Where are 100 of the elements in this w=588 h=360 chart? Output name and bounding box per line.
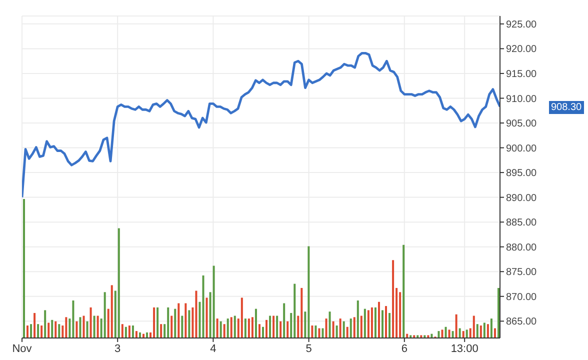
bar xyxy=(170,316,173,338)
bar xyxy=(346,326,348,338)
bar xyxy=(230,317,232,338)
bar xyxy=(466,330,468,338)
bar xyxy=(385,306,388,338)
bar xyxy=(216,318,218,338)
bar xyxy=(138,332,141,338)
bar xyxy=(178,303,180,338)
bar xyxy=(23,199,25,338)
bar xyxy=(494,328,496,338)
bar xyxy=(34,312,36,338)
bar xyxy=(353,317,356,338)
bar xyxy=(448,330,450,338)
bar xyxy=(79,317,82,338)
bar xyxy=(76,321,78,338)
bar xyxy=(280,321,282,338)
bar xyxy=(266,320,268,338)
bar xyxy=(402,244,405,338)
y-tick-label: 880.00 xyxy=(506,242,538,254)
bar xyxy=(44,310,46,338)
x-tick-label: 3 xyxy=(114,342,121,355)
bar xyxy=(420,335,422,338)
y-tick-label: 865.00 xyxy=(506,316,538,328)
bar xyxy=(30,324,32,338)
bar xyxy=(104,292,106,338)
y-tick-label: 890.00 xyxy=(506,192,538,204)
bar xyxy=(438,331,440,338)
bar xyxy=(188,310,190,338)
bar xyxy=(90,307,92,338)
bar xyxy=(181,316,184,338)
bar xyxy=(311,325,314,338)
bar xyxy=(300,288,303,338)
bar xyxy=(328,312,331,338)
bar xyxy=(350,318,352,338)
bar xyxy=(160,324,162,338)
y-tick-label: 905.00 xyxy=(506,118,538,130)
bar xyxy=(248,318,250,338)
bar xyxy=(65,317,68,338)
bar xyxy=(86,321,88,338)
bar xyxy=(399,292,402,338)
bar xyxy=(416,335,419,338)
bar xyxy=(72,300,74,338)
x-tick-label: 13:00 xyxy=(450,342,478,355)
bar xyxy=(212,266,215,338)
bar xyxy=(54,321,57,338)
bar xyxy=(118,228,120,338)
bar xyxy=(258,324,260,338)
y-tick-label: 910.00 xyxy=(506,94,538,105)
x-tick-label: 5 xyxy=(306,342,312,355)
bar xyxy=(269,316,272,338)
bar xyxy=(342,321,345,338)
y-tick-label: 900.00 xyxy=(506,143,538,154)
bar xyxy=(276,316,278,338)
bar xyxy=(283,303,286,338)
bar xyxy=(244,318,246,338)
text: 908.30 xyxy=(549,100,584,114)
bar xyxy=(195,290,198,338)
bar xyxy=(294,284,296,338)
bar xyxy=(206,298,208,338)
y-tick-label: 870.00 xyxy=(506,292,538,303)
y-tick-label: 885.00 xyxy=(506,218,538,229)
bar xyxy=(58,324,60,338)
bar xyxy=(286,321,289,338)
bar xyxy=(360,316,362,338)
bar xyxy=(497,288,500,338)
bar xyxy=(128,325,130,338)
bar xyxy=(37,324,40,338)
bar xyxy=(444,326,447,338)
bar xyxy=(40,325,43,338)
bar xyxy=(392,260,394,338)
bar xyxy=(226,318,229,338)
bar xyxy=(51,320,54,338)
bar xyxy=(413,335,416,338)
bar xyxy=(272,316,275,338)
bar xyxy=(476,324,478,338)
bar xyxy=(452,331,454,338)
bar xyxy=(472,316,475,338)
bar xyxy=(424,335,426,338)
bar xyxy=(370,307,373,338)
bar xyxy=(318,328,320,338)
y-tick-label: 925.00 xyxy=(506,19,538,30)
bar xyxy=(441,330,444,338)
bar xyxy=(26,325,29,338)
bar xyxy=(202,275,204,338)
bar xyxy=(382,310,384,338)
x-tick-label: 6 xyxy=(401,342,408,355)
bar xyxy=(96,316,99,338)
bar xyxy=(198,302,201,338)
bar xyxy=(48,322,50,338)
bar xyxy=(325,318,328,338)
bar xyxy=(146,332,148,338)
bar xyxy=(356,300,359,338)
bar xyxy=(223,324,226,338)
bar xyxy=(490,318,492,338)
bar xyxy=(388,312,391,338)
bar xyxy=(367,310,370,338)
bar xyxy=(410,335,412,338)
bar xyxy=(220,321,222,338)
bar xyxy=(132,325,134,338)
bar xyxy=(184,303,187,338)
